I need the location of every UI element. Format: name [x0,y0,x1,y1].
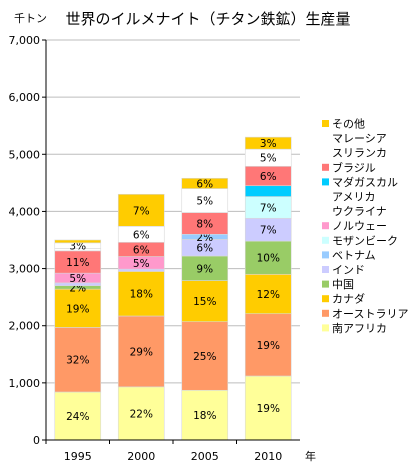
legend-label: ブラジル [332,160,376,174]
bar-segment [181,389,229,441]
bar-segment [117,315,165,388]
bar-segment [181,321,229,391]
data-label: 6% [133,244,150,256]
data-label: 2% [196,232,213,244]
data-label: 7% [133,205,150,217]
x-tick-label: 1995 [64,450,92,463]
data-label: 3% [260,138,277,150]
legend-label: スリランカ [332,147,387,160]
data-label: 32% [66,355,89,367]
bar-segment [244,240,292,275]
data-label: 7% [260,202,277,214]
data-label: 5% [69,273,86,285]
y-tick-label: 6,000 [9,91,41,104]
data-label: 22% [130,408,153,420]
legend-swatch [322,236,329,244]
x-tick-label: 2000 [127,450,155,463]
y-tick-label: 4,000 [9,205,41,218]
y-tick-label: 7,000 [9,34,41,47]
data-label: 6% [260,171,277,183]
data-label: 24% [66,411,89,423]
data-label: 19% [257,340,280,352]
legend-label: ノルウェー [332,220,387,233]
bar-segment [181,255,229,281]
bar-segment [117,271,165,317]
y-tick-label: 2,000 [9,320,41,333]
data-label: 6% [133,229,150,241]
legend-label: ウクライナ [332,205,387,218]
bars: 24% 32% 19% 2% 5% 11% 3% 22% 29% 18% 5% 6% 6% 7% 18% 25… [54,136,292,441]
legend-swatch [322,280,329,288]
data-label: 19% [257,403,280,415]
data-label: 5% [260,153,277,165]
y-tick-label: 0 [33,434,40,447]
legend-label: モザンビーク [332,234,398,247]
data-label: 8% [196,218,213,230]
y-tick-label: 5,000 [9,148,41,161]
bar-segment [181,188,229,213]
legend-label: インド [332,264,365,277]
legend-swatch [322,222,329,230]
legend-label: アメリカ [332,191,375,204]
legend-swatch [322,178,329,186]
legend-label: マレーシア [332,132,387,145]
bar-segment [244,375,292,441]
legend: その他マレーシアスリランカブラジルマダガスカルアメリカウクライナノルウェーモザン… [322,118,408,335]
y-axis-label: 千トン [14,12,47,25]
data-label: 5% [133,258,150,270]
data-label: 10% [257,253,280,265]
data-label: 6% [196,243,213,255]
bar-segment [54,327,102,393]
legend-swatch [322,295,329,303]
data-label: 18% [193,410,216,422]
y-tick-label: 1,000 [9,377,41,390]
axes: 0 1,000 2,000 3,000 4,000 5,000 6,000 7,000 1995… [9,34,300,463]
data-label: 12% [257,289,280,301]
bar-segment [117,193,165,227]
y-tick-label: 3,000 [9,263,41,276]
legend-label: 南アフリカ [332,322,387,335]
legend-swatch [322,163,329,171]
data-label: 5% [196,196,213,208]
data-label: 15% [193,296,216,308]
legend-swatch [322,120,329,127]
bar-segment [244,273,292,315]
x-axis-label: 年 [305,449,316,463]
data-label: 7% [260,225,277,237]
bar-segment [244,313,292,377]
data-label: 29% [130,346,153,358]
data-label: 19% [66,303,89,315]
legend-swatch [322,251,329,259]
legend-swatch [322,266,329,273]
legend-swatch [322,309,329,317]
data-label: 25% [193,351,216,363]
data-label: 6% [196,178,213,190]
bar-segment [244,185,292,197]
data-label: 3% [69,241,86,253]
bar-segment [181,280,229,323]
x-tick-label: 2010 [254,450,282,463]
x-tick-label: 2005 [191,450,219,463]
data-label: 9% [196,263,213,275]
legend-label: カナダ [332,292,365,306]
bar-segment [244,136,292,150]
bar-segment [54,239,102,244]
data-label: 18% [130,289,153,301]
legend-swatch [322,324,329,332]
bar-segment [181,177,229,189]
legend-label: ベトナム [332,249,376,262]
legend-label: オーストラリア [332,307,408,320]
data-label: 11% [66,257,89,269]
legend-label: その他 [332,118,365,131]
chart-title: 世界のイルメナイト（チタン鉄鉱）生産量 [65,10,350,28]
legend-label: マダガスカル [332,175,398,189]
bar-segment [54,288,102,328]
legend-label: 中国 [332,278,354,291]
